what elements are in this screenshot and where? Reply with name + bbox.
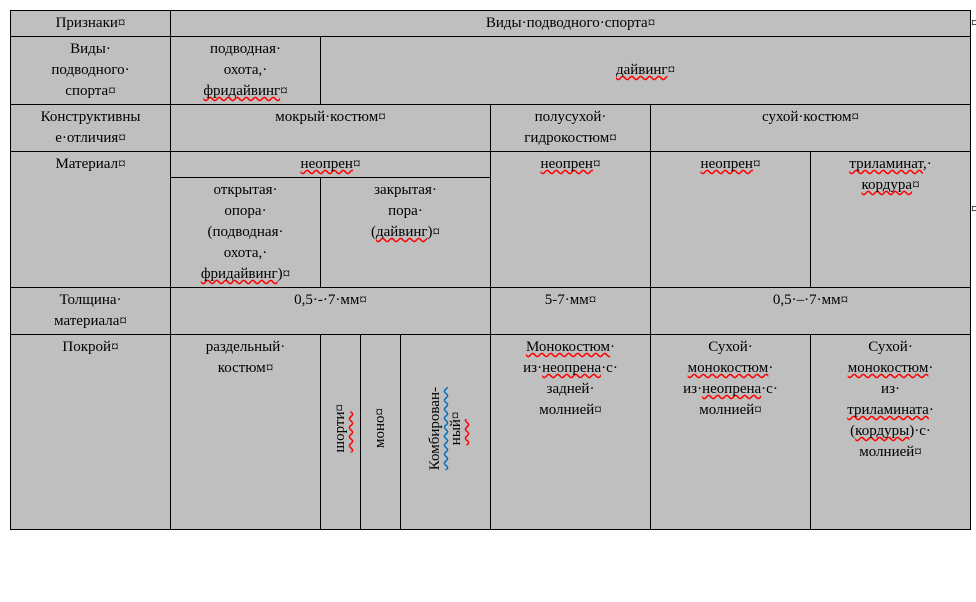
row-label: Покрой¤ bbox=[11, 335, 171, 530]
cell: Монокостюм·из·неопрена·с·задней·молнией¤ bbox=[491, 335, 651, 530]
cell-mark: ¤ bbox=[852, 107, 860, 128]
cell-mark: ¤ bbox=[594, 400, 602, 421]
cell-mark: ¤ bbox=[433, 222, 441, 243]
table-row: Покрой¤ раздельный·костюм¤ шорти¤ моно¤ … bbox=[11, 335, 971, 530]
text: подводная·охота,·фридайвинг bbox=[203, 41, 281, 99]
cell-vertical: Комбирован-ный¤ bbox=[401, 335, 491, 530]
table-row: Материал¤ неопрен¤ неопрен¤ неопрен¤ три… bbox=[11, 152, 971, 178]
cell-mark: ¤ bbox=[593, 154, 601, 175]
side-mark-1: ¤ bbox=[971, 16, 976, 32]
text: открытая·опора·(подводная·охота,·фридайв… bbox=[201, 182, 284, 282]
cell: сухой·костюм¤ bbox=[651, 105, 971, 152]
cell: неопрен¤ bbox=[491, 152, 651, 288]
cell-mark: ¤ bbox=[353, 154, 361, 175]
page: ¤ ¤ Признаки¤ Виды·подводного·спорта¤ Ви… bbox=[10, 10, 966, 530]
cell-mark: ¤ bbox=[589, 290, 597, 311]
cell: раздельный·костюм¤ bbox=[171, 335, 321, 530]
text: неопрен bbox=[701, 156, 753, 172]
cell: открытая·опора·(подводная·охота,·фридайв… bbox=[171, 178, 321, 288]
text: Материал bbox=[55, 156, 118, 172]
cell: закрытая·пора·(дайвинг)¤ bbox=[321, 178, 491, 288]
text: мокрый·костюм bbox=[275, 109, 378, 125]
text: моно¤ bbox=[370, 404, 391, 452]
text: сухой·костюм bbox=[762, 109, 852, 125]
cell: 0,5·–·7·мм¤ bbox=[651, 288, 971, 335]
text: шорти¤ bbox=[330, 400, 351, 456]
text: 0,5·–·7·мм bbox=[773, 292, 841, 308]
text: Сухой·монокостюм·из·неопрена·с·молнией bbox=[683, 339, 778, 418]
text: полусухой·гидрокостюм bbox=[524, 109, 609, 146]
cell-mark: ¤ bbox=[266, 358, 274, 379]
cell-vertical: шорти¤ bbox=[321, 335, 361, 530]
cell: триламинат,·кордура¤ bbox=[811, 152, 971, 288]
header-vidy: Виды·подводного·спорта¤ bbox=[171, 11, 971, 37]
cell-mark: ¤ bbox=[119, 311, 127, 332]
cell-mark: ¤ bbox=[609, 128, 617, 149]
row-label: Материал¤ bbox=[11, 152, 171, 288]
cell-mark: ¤ bbox=[280, 81, 288, 102]
cell-mark: ¤ bbox=[283, 264, 291, 285]
cell-mark: ¤ bbox=[648, 13, 656, 34]
cell: подводная·охота,·фридайвинг¤ bbox=[171, 37, 321, 105]
cell-mark: ¤ bbox=[754, 400, 762, 421]
cell: неопрен¤ bbox=[171, 152, 491, 178]
main-table: Признаки¤ Виды·подводного·спорта¤ Виды·п… bbox=[10, 10, 971, 530]
cell-mark: ¤ bbox=[668, 60, 676, 81]
text: Толщина·материала bbox=[54, 292, 121, 329]
text: раздельный·костюм bbox=[206, 339, 286, 376]
cell-mark: ¤ bbox=[841, 290, 849, 311]
cell-vertical: моно¤ bbox=[361, 335, 401, 530]
cell: мокрый·костюм¤ bbox=[171, 105, 491, 152]
text: Покрой bbox=[62, 339, 111, 355]
text: 0,5·-·7·мм bbox=[294, 292, 359, 308]
cell: дайвинг¤ bbox=[321, 37, 971, 105]
text: дайвинг bbox=[616, 62, 668, 78]
cell: полусухой·гидрокостюм¤ bbox=[491, 105, 651, 152]
cell-mark: ¤ bbox=[914, 442, 922, 463]
text: Виды·подводного·спорта bbox=[51, 41, 129, 99]
table-row: Признаки¤ Виды·подводного·спорта¤ bbox=[11, 11, 971, 37]
cell-mark: ¤ bbox=[108, 81, 116, 102]
text: Признаки bbox=[56, 15, 118, 31]
cell-mark: ¤ bbox=[378, 107, 386, 128]
text: Монокостюм·из·неопрена·с·задней·молнией bbox=[523, 339, 618, 418]
cell: Сухой·монокостюм·из·неопрена·с·молнией¤ bbox=[651, 335, 811, 530]
cell-mark: ¤ bbox=[753, 154, 761, 175]
row-label: Толщина·материала¤ bbox=[11, 288, 171, 335]
cell: 5-7·мм¤ bbox=[491, 288, 651, 335]
cell-mark: ¤ bbox=[118, 13, 126, 34]
row-label: Виды·подводного·спорта¤ bbox=[11, 37, 171, 105]
text: неопрен bbox=[541, 156, 593, 172]
cell-mark: ¤ bbox=[912, 175, 920, 196]
text: закрытая·пора·(дайвинг) bbox=[371, 182, 437, 240]
table-row: Толщина·материала¤ 0,5·-·7·мм¤ 5-7·мм¤ 0… bbox=[11, 288, 971, 335]
text: 5-7·мм bbox=[545, 292, 589, 308]
cell-mark: ¤ bbox=[111, 337, 119, 358]
cell-mark: ¤ bbox=[118, 128, 126, 149]
text: неопрен bbox=[301, 156, 353, 172]
row-label: Конструктивные·отличия¤ bbox=[11, 105, 171, 152]
table-row: Виды·подводного·спорта¤ подводная·охота,… bbox=[11, 37, 971, 105]
header-priznaki: Признаки¤ bbox=[11, 11, 171, 37]
cell: неопрен¤ bbox=[651, 152, 811, 288]
table-row: Конструктивные·отличия¤ мокрый·костюм¤ п… bbox=[11, 105, 971, 152]
text: Комбирован-ный¤ bbox=[425, 383, 467, 474]
cell-mark: ¤ bbox=[359, 290, 367, 311]
text: Виды·подводного·спорта bbox=[486, 15, 648, 31]
cell-mark: ¤ bbox=[118, 154, 126, 175]
cell: 0,5·-·7·мм¤ bbox=[171, 288, 491, 335]
side-mark-2: ¤ bbox=[971, 202, 976, 218]
cell: Сухой·монокостюм·из·триламината·(кордуры… bbox=[811, 335, 971, 530]
